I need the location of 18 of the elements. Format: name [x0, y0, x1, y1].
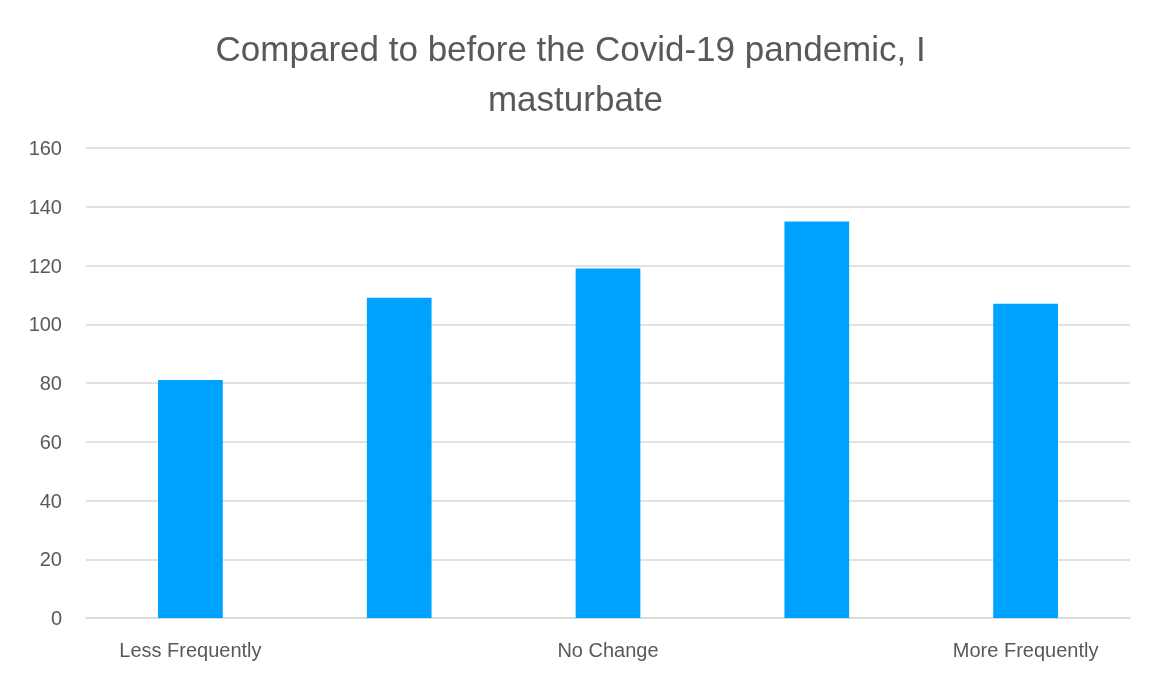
y-tick-label: 60 — [39, 430, 62, 453]
x-tick-label: Less Frequently — [119, 639, 262, 661]
chart-title: Compared to before the Covid-19 pandemic, I masturbate — [215, 28, 936, 118]
y-tick-label: 140 — [28, 195, 62, 218]
y-tick-label: 0 — [50, 607, 62, 629]
y-tick-label: 100 — [28, 313, 62, 336]
bar — [158, 380, 223, 618]
y-tick-label: 160 — [28, 137, 62, 159]
y-tick-label: 40 — [39, 489, 62, 512]
bar — [575, 268, 641, 618]
y-tick-label: 20 — [39, 548, 62, 571]
y-tick-label: 80 — [39, 372, 62, 394]
x-tick-label: No Change — [557, 639, 659, 661]
x-tick-label: More Frequently — [952, 639, 1099, 661]
bar — [366, 297, 432, 618]
bar — [784, 221, 850, 618]
y-tick-label: 120 — [28, 254, 62, 277]
bar — [993, 303, 1058, 618]
